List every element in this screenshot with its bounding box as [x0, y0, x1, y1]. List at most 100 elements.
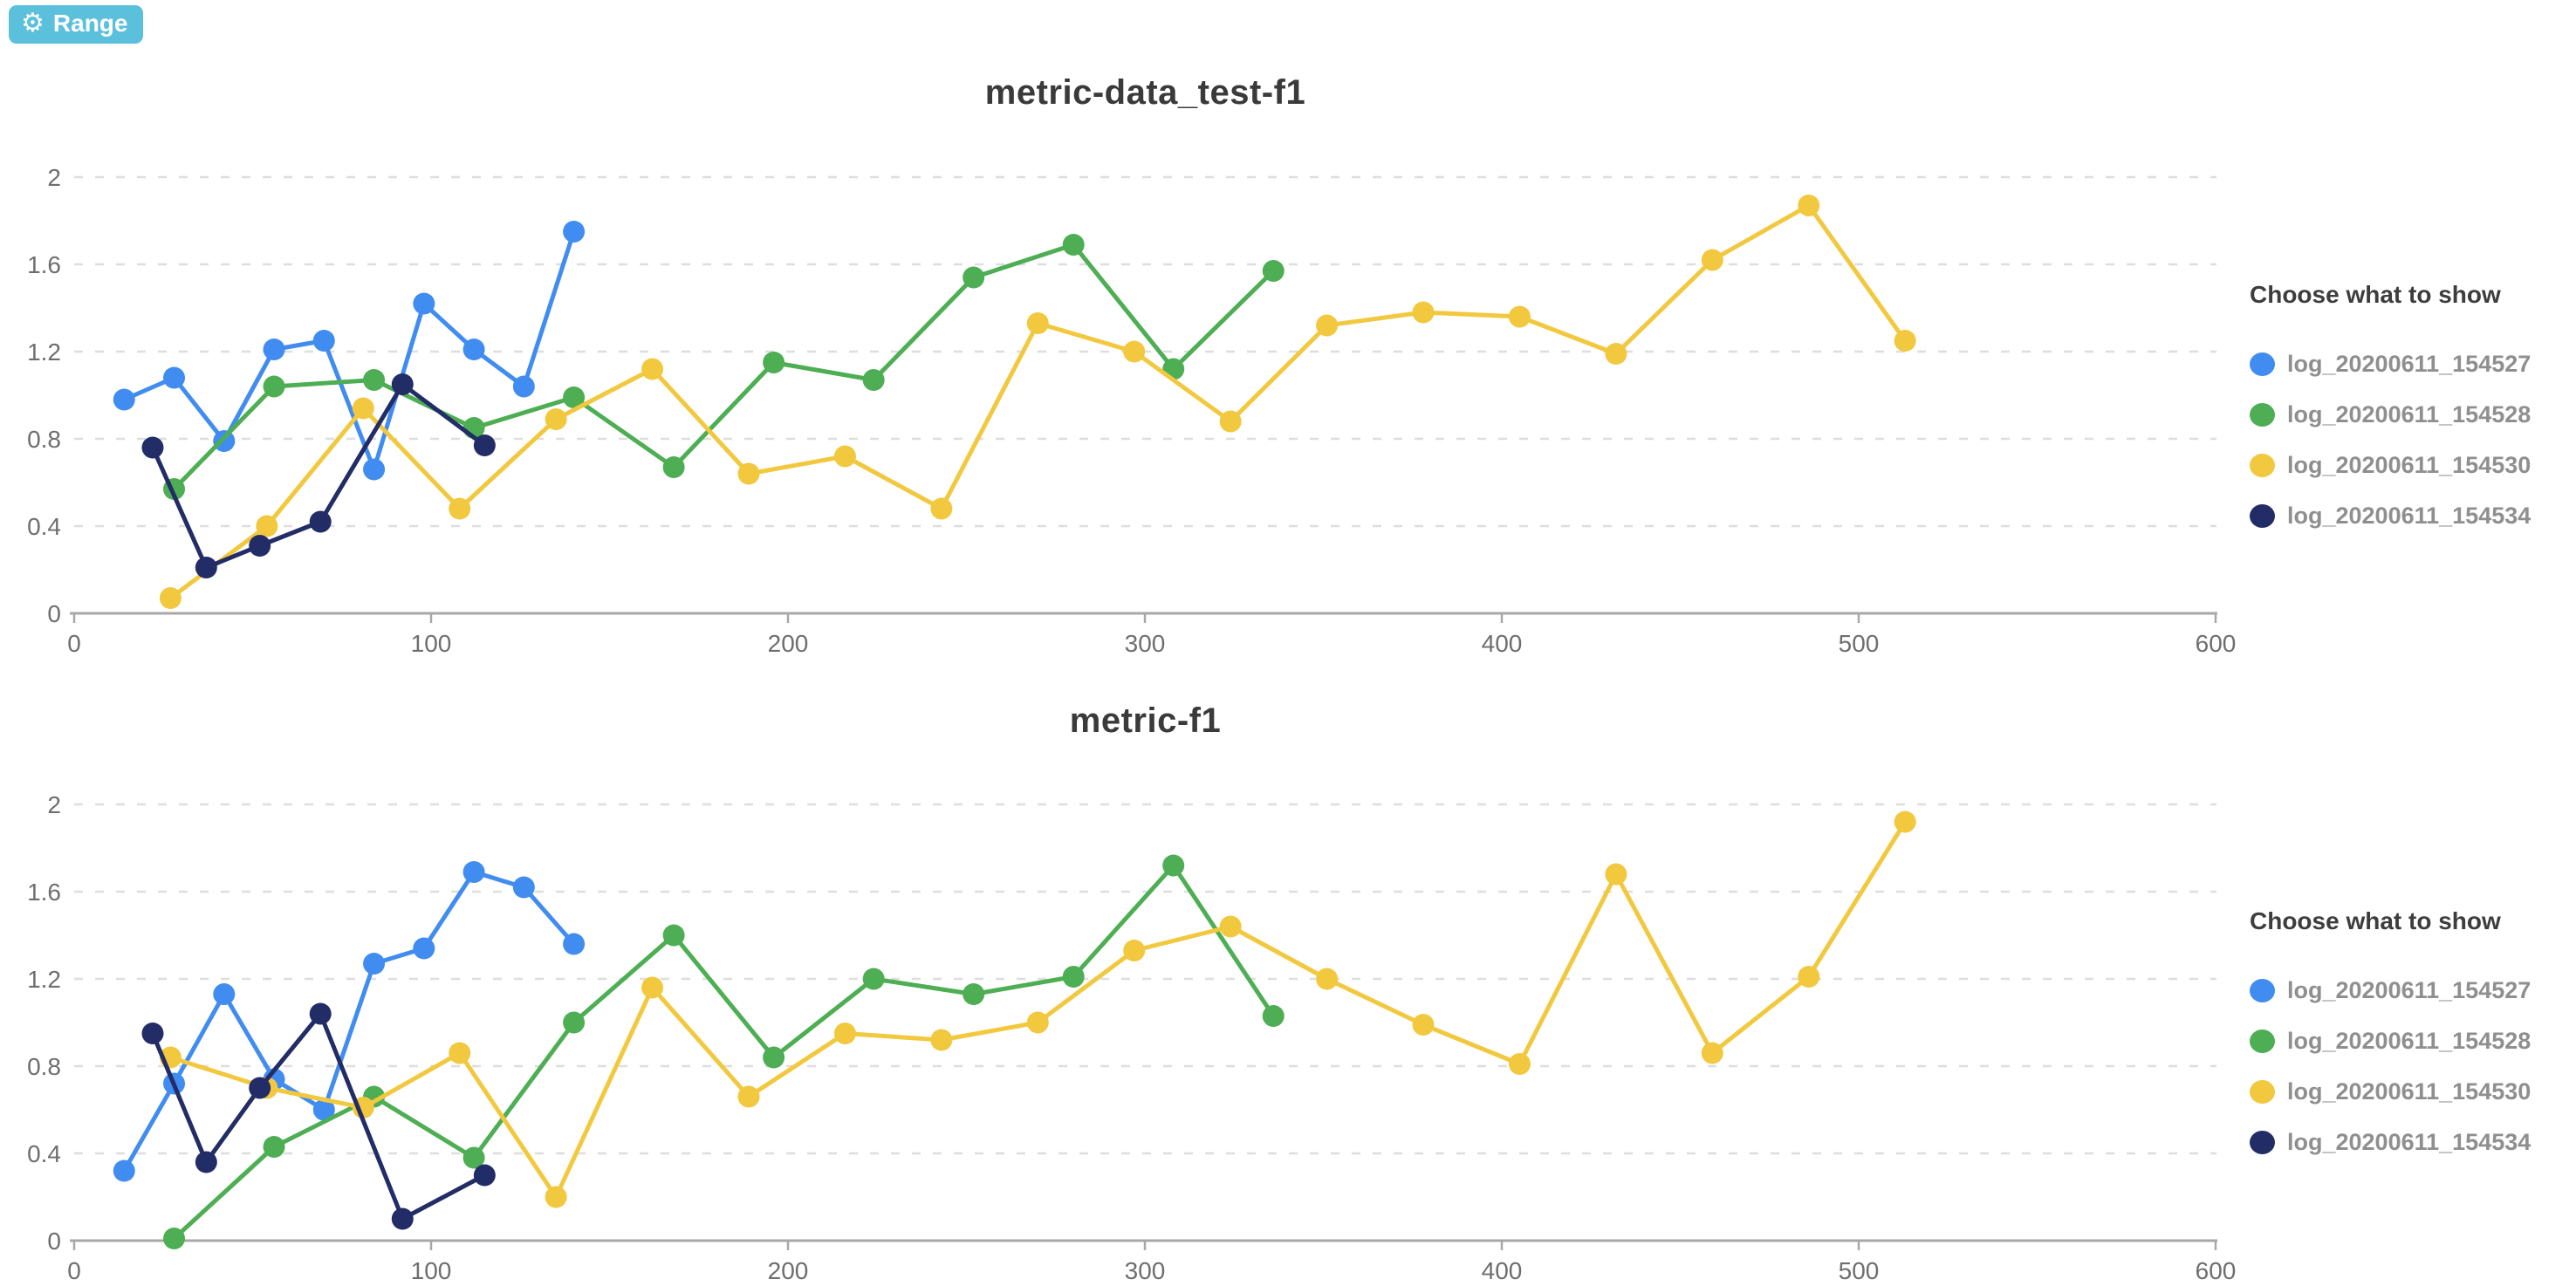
data-point[interactable] — [413, 292, 435, 315]
data-point[interactable] — [312, 1098, 335, 1121]
legend-item-log-154527[interactable]: log_20200611_154527 — [2250, 339, 2576, 389]
legend-item-log-154534[interactable]: log_20200611_154534 — [2250, 1117, 2576, 1167]
data-point[interactable] — [1894, 330, 1916, 352]
data-point[interactable] — [862, 968, 885, 990]
data-point[interactable] — [213, 983, 236, 1005]
data-point[interactable] — [256, 515, 278, 537]
data-point[interactable] — [462, 339, 485, 360]
data-point[interactable] — [352, 397, 374, 420]
data-point[interactable] — [159, 587, 182, 609]
data-point[interactable] — [737, 462, 760, 485]
data-point[interactable] — [1026, 312, 1049, 334]
data-point[interactable] — [563, 933, 586, 955]
data-point[interactable] — [473, 434, 496, 456]
data-point[interactable] — [563, 386, 586, 408]
data-point[interactable] — [963, 983, 985, 1005]
data-point[interactable] — [512, 876, 535, 899]
data-point[interactable] — [363, 953, 386, 975]
data-point[interactable] — [113, 388, 135, 411]
data-point[interactable] — [862, 369, 885, 391]
data-point[interactable] — [1219, 410, 1242, 433]
data-point[interactable] — [512, 375, 535, 398]
data-point[interactable] — [1605, 343, 1627, 365]
data-point[interactable] — [195, 1151, 217, 1173]
chart-canvas[interactable]: 0 100 200 300 400 500 600 0 0.4 0.8 1.2 1.6 2 — [0, 166, 2576, 672]
y-tick-label: 0.8 — [27, 426, 61, 453]
data-point[interactable] — [363, 458, 386, 481]
data-point[interactable] — [213, 430, 236, 452]
data-point[interactable] — [113, 1159, 135, 1182]
data-point[interactable] — [263, 339, 285, 360]
chart-canvas[interactable]: 0 100 200 300 400 500 600 0 0.4 0.8 1.2 1.6 2 — [0, 793, 2576, 1286]
data-point[interactable] — [963, 266, 985, 289]
data-point[interactable] — [930, 497, 953, 520]
data-point[interactable] — [1412, 301, 1435, 324]
data-point[interactable] — [1262, 260, 1285, 282]
data-point[interactable] — [1316, 314, 1339, 337]
data-point[interactable] — [391, 373, 414, 395]
data-point[interactable] — [662, 456, 685, 478]
data-point[interactable] — [1162, 854, 1185, 877]
series-line — [121, 229, 577, 472]
data-point[interactable] — [141, 1023, 164, 1044]
legend-item-log-154528[interactable]: log_20200611_154528 — [2250, 389, 2576, 440]
data-point[interactable] — [1316, 968, 1339, 990]
legend-item-log-154527[interactable]: log_20200611_154527 — [2250, 965, 2576, 1016]
data-point[interactable] — [263, 375, 285, 398]
data-point[interactable] — [163, 366, 186, 389]
y-tick-label: 0 — [47, 600, 61, 627]
legend-item-log-154528[interactable]: log_20200611_154528 — [2250, 1016, 2576, 1066]
data-point[interactable] — [1701, 1042, 1723, 1064]
legend-item-log-154530[interactable]: log_20200611_154530 — [2250, 1066, 2576, 1117]
data-point[interactable] — [1508, 1053, 1531, 1075]
legend-item-log-154534[interactable]: log_20200611_154534 — [2250, 490, 2576, 541]
data-point[interactable] — [1701, 249, 1723, 271]
data-point[interactable] — [763, 352, 785, 373]
data-point[interactable] — [833, 1023, 856, 1044]
data-point[interactable] — [1219, 915, 1242, 938]
data-point[interactable] — [1894, 811, 1916, 833]
data-point[interactable] — [473, 1164, 496, 1187]
data-point[interactable] — [1123, 940, 1146, 961]
data-point[interactable] — [545, 408, 567, 430]
range-button[interactable]: ⚙ Range — [9, 5, 144, 44]
data-point[interactable] — [249, 535, 271, 557]
data-point[interactable] — [195, 557, 217, 578]
legend-item-log-154530[interactable]: log_20200611_154530 — [2250, 440, 2576, 490]
data-point[interactable] — [930, 1029, 953, 1051]
data-point[interactable] — [163, 1228, 186, 1249]
data-point[interactable] — [1798, 966, 1820, 988]
data-point[interactable] — [1798, 195, 1820, 216]
data-point[interactable] — [737, 1085, 760, 1108]
data-point[interactable] — [545, 1186, 567, 1208]
data-point[interactable] — [1123, 340, 1146, 363]
data-point[interactable] — [833, 445, 856, 468]
data-point[interactable] — [1262, 1005, 1285, 1027]
data-point[interactable] — [1062, 234, 1085, 256]
data-point[interactable] — [1062, 966, 1085, 988]
data-point[interactable] — [309, 1002, 332, 1025]
data-point[interactable] — [363, 369, 386, 391]
data-point[interactable] — [413, 937, 435, 960]
data-point[interactable] — [763, 1046, 785, 1069]
data-point[interactable] — [1508, 305, 1531, 328]
data-point[interactable] — [141, 436, 164, 459]
data-point[interactable] — [312, 330, 335, 352]
data-point[interactable] — [249, 1077, 271, 1099]
data-point[interactable] — [563, 221, 586, 243]
data-point[interactable] — [1605, 863, 1627, 886]
data-point[interactable] — [662, 924, 685, 947]
data-point[interactable] — [309, 510, 332, 533]
data-point[interactable] — [1412, 1014, 1435, 1036]
data-point[interactable] — [449, 1042, 471, 1064]
data-point[interactable] — [563, 1011, 586, 1034]
data-point[interactable] — [449, 497, 471, 520]
data-point[interactable] — [263, 1136, 285, 1158]
data-point[interactable] — [391, 1207, 414, 1230]
data-point[interactable] — [1026, 1011, 1049, 1034]
series-line — [168, 819, 1908, 1200]
data-point[interactable] — [462, 1146, 485, 1169]
data-point[interactable] — [641, 976, 664, 999]
data-point[interactable] — [641, 358, 664, 380]
data-point[interactable] — [462, 861, 485, 883]
